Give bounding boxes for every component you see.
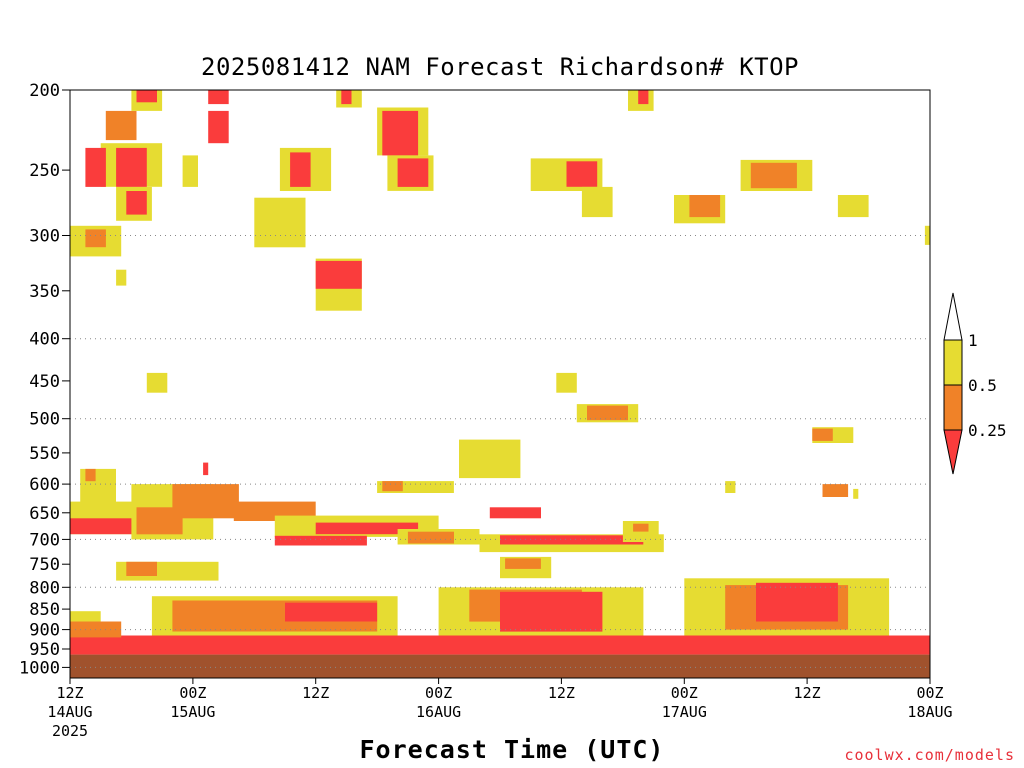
ri-region-low-18 bbox=[341, 90, 352, 105]
ri-region-high-40 bbox=[459, 439, 521, 479]
ri-region-low-79 bbox=[756, 582, 838, 622]
x-tick-label-7-1: 00Z bbox=[916, 684, 943, 702]
ri-region-mid-44 bbox=[85, 468, 96, 482]
x-tick-label-1-1: 00Z bbox=[179, 684, 206, 702]
y-tick-label-450: 450 bbox=[29, 372, 60, 392]
ri-region-mid-6 bbox=[105, 110, 137, 141]
x-tick-label-1-2: 15AUG bbox=[170, 703, 215, 721]
ri-region-low-61 bbox=[500, 535, 644, 545]
legend-label-2: 0.25 bbox=[968, 421, 1007, 440]
x-axis-label: Forecast Time (UTC) bbox=[360, 735, 665, 764]
y-tick-label-950: 950 bbox=[29, 640, 60, 660]
ri-region-high-27 bbox=[581, 186, 613, 218]
x-tick-label-7-2: 18AUG bbox=[907, 703, 952, 721]
ground-layer bbox=[70, 654, 930, 678]
y-tick-label-750: 750 bbox=[29, 555, 60, 575]
x-tick-label-0-3: 2025 bbox=[52, 722, 88, 740]
legend-label-0: 1 bbox=[968, 331, 978, 350]
y-tick-label-350: 350 bbox=[29, 282, 60, 302]
ri-region-low-53 bbox=[315, 522, 419, 535]
colorbar-legend: 1 0.5 0.25 bbox=[943, 292, 1007, 475]
ri-region-mid-69 bbox=[822, 484, 849, 497]
ri-region-high-82 bbox=[70, 611, 101, 622]
y-tick-label-800: 800 bbox=[29, 578, 60, 598]
ri-region-low-24 bbox=[397, 158, 429, 187]
legend-label-1: 0.5 bbox=[968, 376, 997, 395]
x-tick-label-0-2: 14AUG bbox=[47, 703, 92, 721]
ri-region-low-76 bbox=[500, 591, 603, 632]
ri-region-high-70 bbox=[725, 481, 736, 493]
ri-region-mid-33 bbox=[750, 162, 797, 189]
ri-region-low-73 bbox=[285, 602, 378, 622]
x-tick-label-6-1: 12Z bbox=[794, 684, 821, 702]
ri-region-low-10 bbox=[126, 191, 147, 215]
ri-region-high-2 bbox=[116, 269, 127, 286]
y-tick-label-550: 550 bbox=[29, 444, 60, 464]
legend-swatch-below-0.25 bbox=[943, 429, 963, 475]
y-tick-label-850: 850 bbox=[29, 600, 60, 620]
y-tick-label-500: 500 bbox=[29, 410, 60, 430]
y-tick-label-600: 600 bbox=[29, 475, 60, 495]
ri-region-high-68 bbox=[853, 488, 859, 499]
ri-region-low-26 bbox=[566, 161, 598, 187]
y-tick-label-300: 300 bbox=[29, 227, 60, 247]
ri-region-high-36 bbox=[146, 372, 168, 393]
ri-region-low-4 bbox=[85, 147, 106, 187]
y-tick-label-900: 900 bbox=[29, 621, 60, 641]
plot-area bbox=[69, 89, 931, 679]
ri-region-low-54 bbox=[274, 535, 367, 546]
x-tick-label-4-1: 12Z bbox=[548, 684, 575, 702]
ri-region-high-37 bbox=[556, 372, 577, 393]
ri-region-mid-63 bbox=[633, 523, 649, 532]
ri-region-high-11 bbox=[182, 155, 198, 187]
y-tick-label-650: 650 bbox=[29, 504, 60, 524]
ri-region-low-50 bbox=[203, 462, 209, 476]
ri-region-mid-31 bbox=[689, 195, 721, 218]
ri-region-low-46 bbox=[70, 518, 137, 535]
ri-region-low-80 bbox=[70, 635, 930, 655]
legend-swatch-above-1 bbox=[943, 292, 963, 341]
y-tick-label-200: 200 bbox=[29, 81, 60, 101]
x-tick-label-0-1: 12Z bbox=[56, 684, 83, 702]
credit-text: coolwx.com/models bbox=[844, 746, 1015, 764]
ri-region-low-59 bbox=[489, 507, 541, 519]
ri-region-mid-56 bbox=[382, 481, 403, 492]
ri-region-high-14 bbox=[254, 197, 306, 248]
x-tick-label-5-2: 17AUG bbox=[662, 703, 707, 721]
ri-region-mid-42 bbox=[812, 428, 833, 441]
ri-region-low-22 bbox=[382, 110, 419, 156]
x-tick-label-5-1: 00Z bbox=[671, 684, 698, 702]
legend-swatch-0.5-1 bbox=[943, 339, 963, 386]
ri-region-low-8 bbox=[136, 90, 157, 103]
x-tick-label-3-2: 16AUG bbox=[416, 703, 461, 721]
plot-frame bbox=[69, 89, 931, 679]
ri-region-low-16 bbox=[290, 152, 311, 187]
y-tick-label-1000: 1000 bbox=[19, 658, 60, 678]
y-tick-label-700: 700 bbox=[29, 530, 60, 550]
ri-region-mid-65 bbox=[126, 561, 157, 576]
ri-region-mid-49 bbox=[172, 484, 239, 519]
ri-region-low-12 bbox=[208, 90, 229, 105]
ri-region-high-55 bbox=[377, 481, 454, 493]
x-tick-label-2-1: 12Z bbox=[302, 684, 329, 702]
ri-region-mid-58 bbox=[407, 531, 454, 544]
y-axis: 200 250 300 350 400 450 500 550 600 650 700 750 8008… bbox=[19, 81, 70, 678]
chart-title: 2025081412 NAM Forecast Richardson# KTOP bbox=[201, 53, 799, 81]
ri-region-mid-39 bbox=[587, 405, 628, 421]
ri-region-low-5 bbox=[116, 147, 147, 187]
ri-region-low-29 bbox=[638, 90, 649, 105]
y-tick-label-400: 400 bbox=[29, 330, 60, 350]
ri-region-mid-1 bbox=[85, 229, 106, 248]
legend-swatch-0.25-0.5 bbox=[943, 384, 963, 431]
ri-region-low-20 bbox=[315, 260, 362, 289]
y-tick-label-250: 250 bbox=[29, 161, 60, 181]
ri-region-high-34 bbox=[837, 195, 869, 218]
ri-region-mid-67 bbox=[505, 558, 541, 569]
x-tick-label-3-1: 00Z bbox=[425, 684, 452, 702]
ri-region-high-35 bbox=[924, 225, 930, 245]
ri-region-low-13 bbox=[208, 110, 229, 144]
